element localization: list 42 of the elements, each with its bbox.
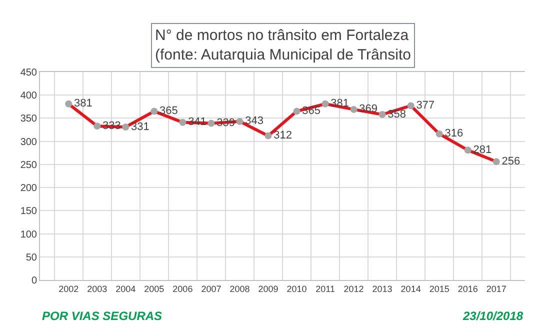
y-tick-label: 300 <box>20 136 38 148</box>
x-tick-label: 2005 <box>144 284 164 294</box>
data-label: 365 <box>302 105 320 118</box>
data-label: 339 <box>216 117 235 130</box>
x-tick-label: 2014 <box>400 284 421 294</box>
x-tick-label: 2008 <box>230 284 250 294</box>
x-tick-label: 2003 <box>87 284 108 294</box>
x-tick-label: 2015 <box>429 284 450 294</box>
data-label: 331 <box>131 120 150 133</box>
y-tick-label: 250 <box>20 160 38 171</box>
x-tick-label: 2007 <box>201 284 222 294</box>
data-label: 312 <box>274 130 292 142</box>
data-label: 343 <box>245 115 264 128</box>
data-label: 341 <box>188 116 206 128</box>
data-label: 281 <box>473 144 492 156</box>
data-label: 358 <box>388 108 406 120</box>
y-tick-label: 50 <box>26 252 38 264</box>
chart-title: N° de mortos no trânsito em Fortaleza (fonte: Autarquia Municipal de Trânsito <box>155 27 411 64</box>
x-tick-label: 2004 <box>116 284 136 294</box>
y-tick-label: 400 <box>20 90 38 102</box>
text: POR VIAS SEGURAS <box>42 309 162 323</box>
data-label: 381 <box>74 98 92 110</box>
x-tick-label: 2002 <box>58 284 79 294</box>
data-label: 377 <box>416 99 435 112</box>
y-tick-label: 350 <box>20 114 38 125</box>
x-tick-label: 2012 <box>344 284 364 294</box>
x-tick-label: 2009 <box>258 284 278 294</box>
y-tick-label: 0 <box>31 276 38 286</box>
x-tick-label: 2017 <box>486 284 506 294</box>
data-label: 316 <box>444 128 464 140</box>
y-tick-label: 100 <box>20 229 38 240</box>
x-tick-label: 2010 <box>286 284 307 294</box>
y-tick-label: 200 <box>20 183 38 194</box>
x-tick-label: 2016 <box>458 284 478 294</box>
data-label: 256 <box>502 155 520 168</box>
x-tick-label: 2006 <box>172 284 193 294</box>
y-tick-label: 150 <box>20 206 38 218</box>
text: 23/10/2018 <box>462 309 524 323</box>
data-label: 365 <box>160 105 178 118</box>
x-tick-label: 2013 <box>372 284 392 294</box>
x-tick-label: 2011 <box>316 284 335 294</box>
y-tick-label: 450 <box>20 68 38 78</box>
